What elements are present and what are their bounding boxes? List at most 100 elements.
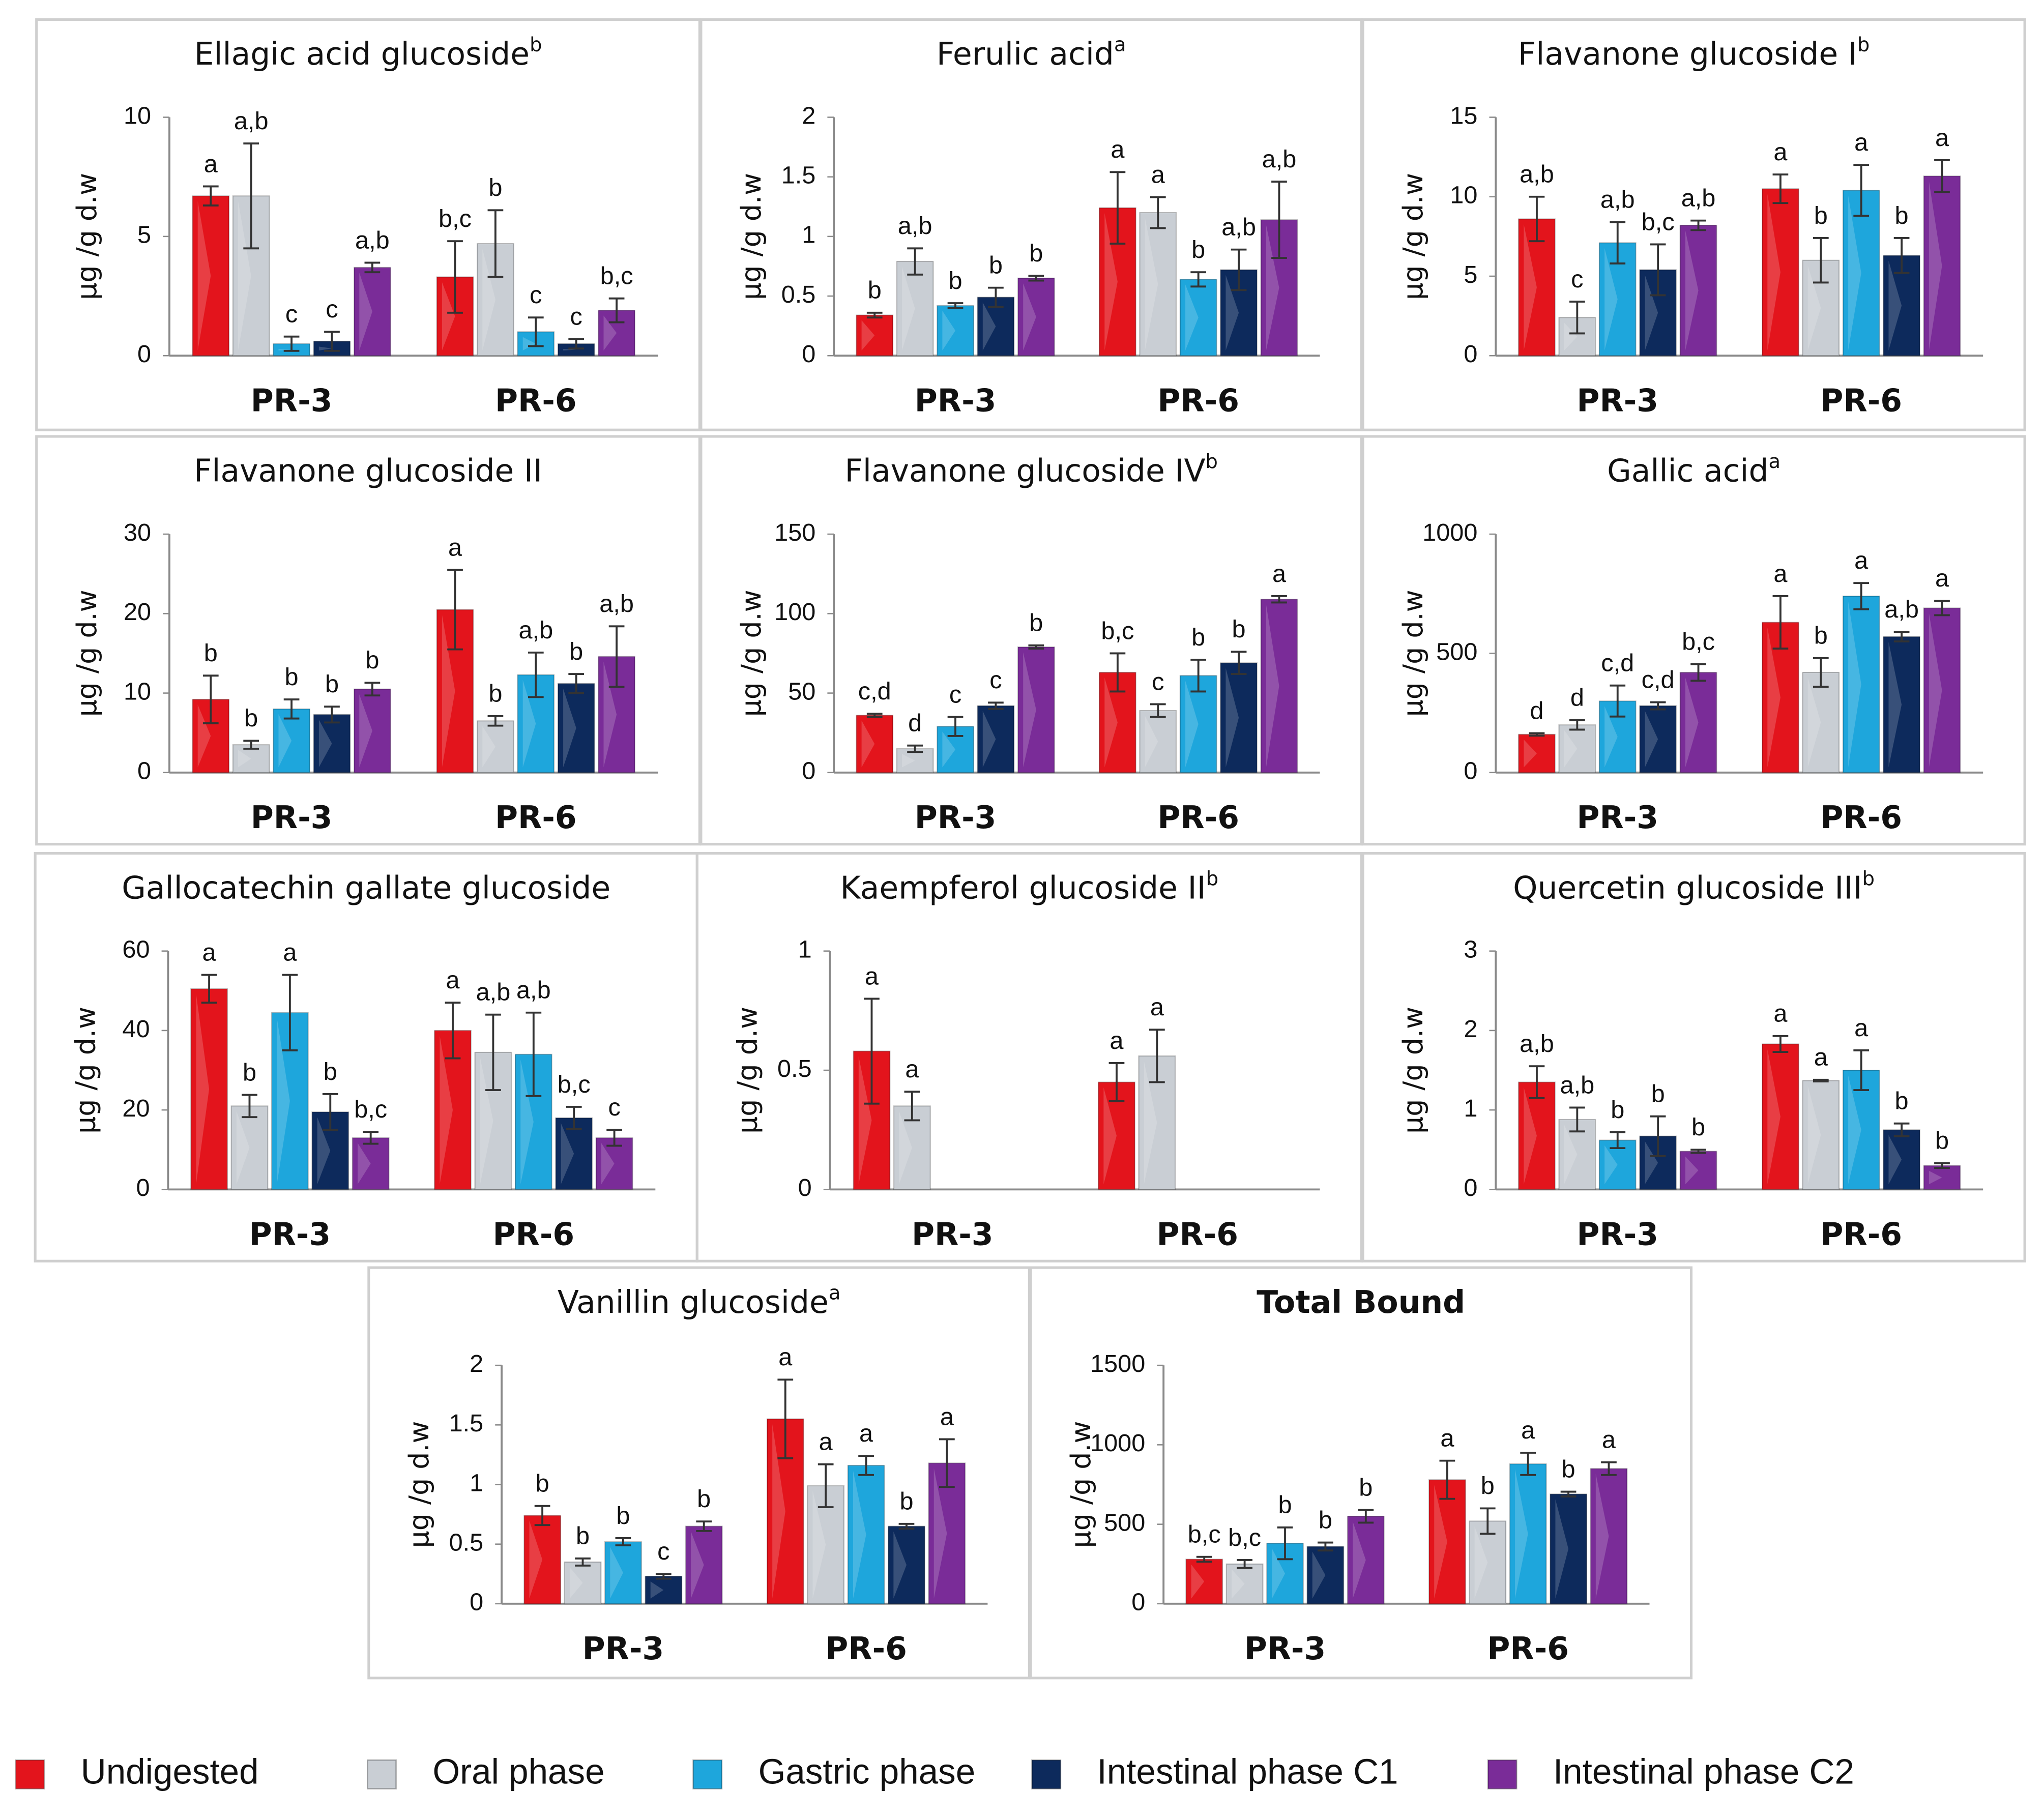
legend-swatch [1031, 1759, 1062, 1789]
panel-border [1361, 18, 2026, 431]
bar-shine [1104, 213, 1118, 350]
y-axis-label: μg /g d.w [731, 1007, 763, 1134]
bar-shine [563, 349, 576, 350]
bar [1762, 188, 1799, 357]
significance-letter: a,b [476, 979, 511, 1006]
bar-shine [278, 349, 292, 350]
bar-shine [520, 1060, 534, 1185]
bar-shine [1645, 1141, 1658, 1185]
significance-letter: a [1272, 560, 1287, 588]
x-tick-label: PR-3 [251, 800, 333, 836]
significance-letter: b [325, 670, 339, 698]
significance-letter: b,c [354, 1096, 387, 1123]
y-tick-label: 15 [1450, 102, 1477, 129]
bar-shine [1515, 1469, 1528, 1599]
significance-letter: a [1773, 1000, 1788, 1028]
y-tick-label: 1 [470, 1469, 483, 1496]
bar-shine [1564, 730, 1578, 768]
y-tick-label: 40 [122, 1015, 150, 1043]
significance-letter: b [1191, 236, 1205, 263]
bar-shine [196, 994, 210, 1185]
significance-letter: b [899, 1488, 913, 1515]
significance-letter: a,b [1560, 1071, 1595, 1099]
bar-shine [603, 661, 617, 768]
bar-shine [1524, 1087, 1537, 1185]
bar-shine [1555, 1499, 1569, 1599]
bar-shine [1144, 1061, 1157, 1185]
bar [977, 705, 1015, 773]
bar-shine [1231, 1569, 1245, 1599]
bar-shine [482, 249, 495, 350]
significance-letter: d [1530, 697, 1543, 724]
legend: Undigested Oral phase Gastric phase Intesti… [15, 1752, 1854, 1792]
bar-shine [1353, 1521, 1366, 1599]
significance-letter: a [202, 938, 217, 966]
x-tick-label: PR-3 [1577, 800, 1658, 836]
significance-letter: a,b [1262, 145, 1297, 173]
significance-letter: b [204, 639, 218, 667]
bar-shine [942, 311, 956, 350]
y-tick-label: 30 [124, 519, 151, 546]
x-tick-label: PR-6 [1157, 800, 1239, 836]
bar [1179, 279, 1217, 357]
bar-shine [1604, 248, 1618, 350]
significance-letter: a [1151, 161, 1165, 188]
bar-shine [982, 711, 996, 768]
significance-letter: a,b [898, 212, 932, 240]
significance-letter: b,c [1228, 1524, 1261, 1551]
bar-shine [1767, 194, 1781, 350]
significance-letter: b [616, 1502, 630, 1530]
bar-shine [1595, 1474, 1609, 1599]
y-axis-label: μg /g d.w [735, 590, 767, 717]
bar-shine [277, 1018, 290, 1185]
significance-letter: b [536, 1470, 549, 1498]
significance-letter: b [1319, 1506, 1332, 1534]
bar [1679, 671, 1717, 773]
bar-shine [442, 614, 455, 768]
bar-shine [1185, 284, 1199, 350]
panel: Gallocatechin gallate glucoside μg /g d.w… [34, 852, 698, 1263]
bar-shine [1272, 1548, 1286, 1599]
significance-letter: a [1602, 1426, 1616, 1454]
bar-shine [1103, 1087, 1117, 1185]
bar-shine [318, 719, 332, 768]
bar-shine [1848, 1075, 1861, 1185]
bar-shine [359, 273, 372, 350]
significance-letter: a [283, 938, 297, 966]
significance-letter: a [905, 1055, 919, 1083]
x-tick-label: PR-6 [493, 1217, 575, 1253]
x-tick-label: PR-6 [495, 383, 577, 419]
y-tick-label: 1000 [1090, 1429, 1145, 1457]
significance-letter: b [1814, 622, 1828, 650]
bar-shine [893, 1531, 907, 1599]
bar [353, 688, 391, 773]
significance-letter: b [243, 1059, 256, 1086]
y-axis-label: μg /g d.w [1397, 590, 1429, 717]
significance-letter: c [989, 666, 1002, 694]
bar-shine [1685, 678, 1699, 768]
significance-letter: a,b [1884, 596, 1919, 623]
significance-letter: b [868, 277, 882, 304]
significance-letter: a [865, 962, 879, 990]
title-superscript: b [1857, 33, 1870, 56]
bar [1679, 1151, 1717, 1190]
significance-letter: a,b [1600, 186, 1635, 214]
bar-shine [858, 1056, 872, 1185]
x-tick-label: PR-3 [251, 383, 333, 419]
significance-letter: a,b [1520, 161, 1554, 188]
x-tick-label: PR-3 [915, 800, 997, 836]
significance-letter: b,c [1188, 1521, 1221, 1548]
y-tick-label: 100 [774, 598, 815, 626]
significance-letter: c,d [858, 678, 891, 705]
significance-letter: b [285, 663, 299, 691]
bar [1260, 599, 1298, 773]
bar-shine [1266, 225, 1279, 350]
bar [273, 708, 310, 773]
x-tick-label: PR-6 [495, 800, 577, 836]
panel-border [1029, 1266, 1693, 1680]
panel-title: Kaempferol glucoside IIb [840, 867, 1219, 906]
